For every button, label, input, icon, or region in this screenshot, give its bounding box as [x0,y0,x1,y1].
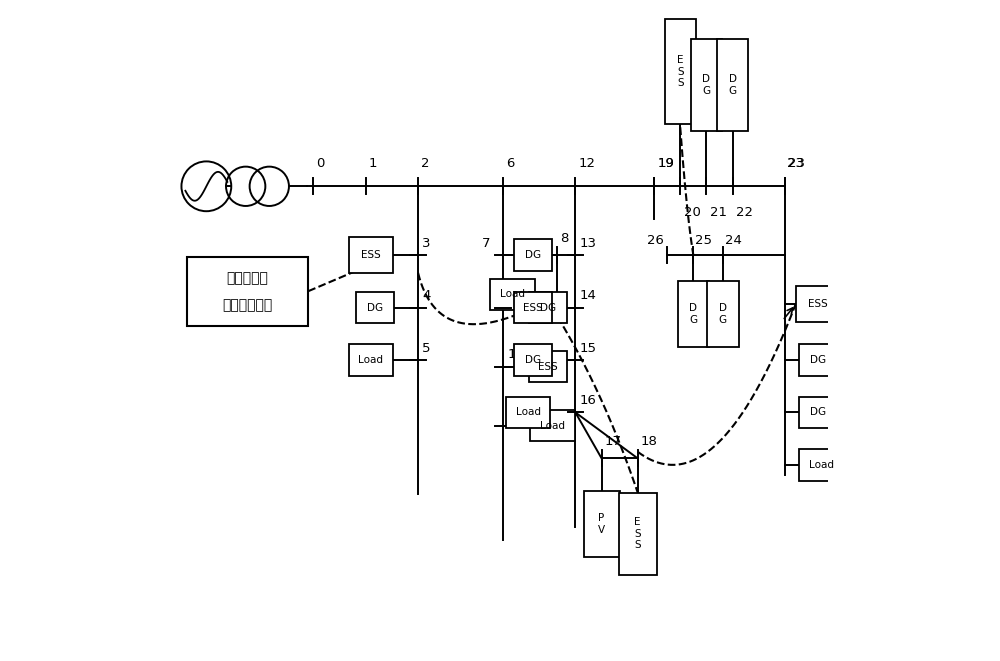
FancyBboxPatch shape [514,292,552,323]
Text: Load: Load [809,460,834,470]
Text: 19: 19 [657,157,674,170]
FancyBboxPatch shape [506,397,550,428]
Text: 3: 3 [422,237,431,250]
Text: 12: 12 [579,157,596,170]
Text: ESS: ESS [361,250,381,260]
Text: Load: Load [540,420,565,430]
Text: DG: DG [525,355,541,365]
Text: 11: 11 [507,407,524,420]
Text: 22: 22 [736,206,753,219]
Text: 19: 19 [657,157,674,170]
FancyBboxPatch shape [799,397,837,428]
Text: 2: 2 [421,157,430,170]
FancyBboxPatch shape [529,351,567,382]
FancyBboxPatch shape [799,344,837,375]
Text: DG: DG [810,407,826,418]
FancyBboxPatch shape [349,237,393,273]
Text: 10: 10 [507,348,524,362]
FancyBboxPatch shape [356,292,394,323]
Text: 能量管理系统: 能量管理系统 [223,299,273,313]
Text: 7: 7 [482,237,491,250]
Text: 23: 23 [788,157,805,170]
FancyBboxPatch shape [619,492,657,574]
Text: 4: 4 [422,290,430,302]
Text: Load: Load [358,355,383,365]
Text: 1: 1 [369,157,377,170]
Text: DG: DG [810,355,826,365]
Text: 8: 8 [560,232,569,245]
Text: ESS: ESS [538,362,558,371]
Text: 0: 0 [316,157,325,170]
FancyBboxPatch shape [691,39,722,131]
Text: DG: DG [367,303,384,313]
Text: D
G: D G [689,303,697,325]
FancyBboxPatch shape [665,19,696,124]
FancyBboxPatch shape [678,282,709,347]
Text: D
G: D G [702,74,711,95]
Text: ESS: ESS [523,303,543,313]
FancyBboxPatch shape [187,256,308,326]
FancyBboxPatch shape [514,239,552,271]
Text: 14: 14 [579,290,596,302]
Text: 21: 21 [710,206,727,219]
Text: 24: 24 [725,234,742,247]
Text: 9: 9 [507,290,516,302]
FancyBboxPatch shape [514,344,552,375]
Text: 13: 13 [579,237,596,250]
Text: DG: DG [540,303,556,313]
Text: D
G: D G [729,74,737,95]
FancyBboxPatch shape [707,282,739,347]
Text: P
V: P V [598,513,605,535]
FancyBboxPatch shape [584,491,620,557]
FancyBboxPatch shape [530,410,575,442]
Text: Load: Load [500,290,525,299]
Text: E
S
S: E S S [634,517,641,551]
FancyBboxPatch shape [349,344,393,375]
Text: E
S
S: E S S [677,55,684,88]
Text: 配网监控与: 配网监控与 [227,271,269,285]
Text: 18: 18 [641,436,658,448]
FancyBboxPatch shape [796,286,840,323]
Text: 15: 15 [579,342,596,355]
FancyBboxPatch shape [717,39,748,131]
FancyBboxPatch shape [799,449,843,481]
Text: 23: 23 [787,157,804,170]
Text: DG: DG [525,250,541,260]
Text: 5: 5 [422,342,431,355]
FancyBboxPatch shape [529,292,567,323]
Text: 20: 20 [684,206,700,219]
Text: D
G: D G [719,303,727,325]
Text: 17: 17 [605,436,622,448]
FancyBboxPatch shape [490,279,535,310]
Text: 26: 26 [647,234,664,247]
Text: 6: 6 [507,157,515,170]
Text: 25: 25 [695,234,712,247]
Text: ESS: ESS [808,299,828,309]
Text: 16: 16 [579,394,596,407]
Text: Load: Load [516,407,541,418]
